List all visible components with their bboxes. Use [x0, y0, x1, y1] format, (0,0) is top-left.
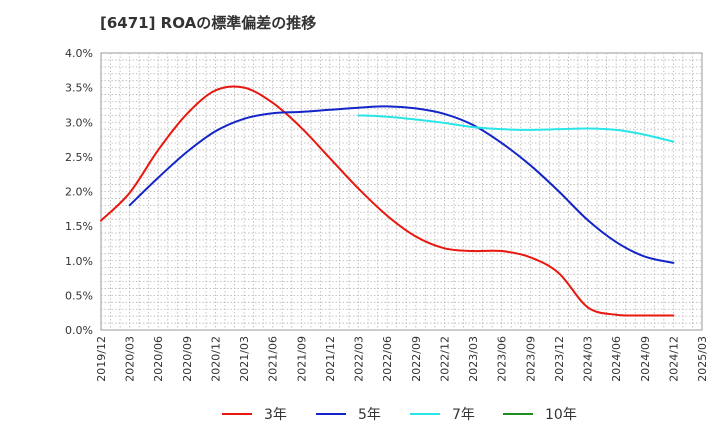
series-line-1: [128, 105, 675, 264]
x-tick-label: 2024/06: [610, 336, 623, 382]
y-tick-label: 2.0%: [65, 186, 93, 199]
y-tick-label: 0.5%: [65, 289, 93, 302]
x-tick-label: 2023/12: [553, 336, 566, 382]
series-line-0: [100, 85, 675, 317]
x-tick-label: 2024/03: [582, 336, 595, 382]
x-tick-label: 2019/12: [95, 336, 108, 382]
x-tick-label: 2021/06: [267, 336, 280, 382]
x-tick-label: 2022/03: [353, 336, 366, 382]
legend-label: 5年: [358, 407, 381, 423]
x-tick-label: 2023/06: [496, 336, 509, 382]
series-lines: [100, 85, 675, 317]
plot-area: [100, 52, 703, 331]
x-tick-label: 2020/09: [181, 336, 194, 382]
legend-label: 3年: [264, 407, 287, 423]
y-tick-label: 1.5%: [65, 220, 93, 233]
x-tick-label: 2020/12: [209, 336, 222, 382]
y-tick-label: 0.0%: [65, 324, 93, 337]
grid: [100, 52, 703, 331]
x-tick-label: 2020/06: [152, 336, 165, 382]
x-tick-label: 2021/12: [324, 336, 337, 382]
x-tick-label: 2023/09: [524, 336, 537, 382]
legend-label: 10年: [545, 407, 577, 423]
x-tick-label: 2021/09: [295, 336, 308, 382]
x-tick-label: 2022/12: [438, 336, 451, 382]
x-tick-label: 2024/12: [667, 336, 680, 382]
legend: 3年 5年 7年 10年: [222, 407, 577, 423]
x-tick-label: 2021/03: [238, 336, 251, 382]
x-tick-label: 2022/09: [410, 336, 423, 382]
x-tick-label: 2024/09: [639, 336, 652, 382]
x-tick-label: 2020/03: [124, 336, 137, 382]
y-tick-label: 2.5%: [65, 151, 93, 164]
axes: 0.0% 0.5% 1.0% 1.5% 2.0% 2.5% 3.0% 3.5% 4.0% 2019…: [65, 47, 709, 382]
series-line-2: [357, 114, 675, 143]
x-tick-label: 2023/03: [467, 336, 480, 382]
y-tick-label: 3.5%: [65, 82, 93, 95]
y-tick-label: 1.0%: [65, 255, 93, 268]
chart-title: [6471] ROAの標準偏差の推移: [100, 14, 317, 32]
y-tick-label: 4.0%: [65, 47, 93, 60]
x-tick-label: 2022/06: [381, 336, 394, 382]
legend-label: 7年: [452, 407, 475, 423]
x-tick-label: 2025/03: [696, 336, 709, 382]
y-tick-label: 3.0%: [65, 116, 93, 129]
